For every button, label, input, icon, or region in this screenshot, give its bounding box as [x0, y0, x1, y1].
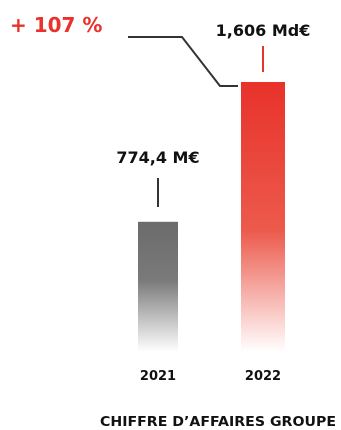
bars-group: [138, 82, 285, 352]
bar-2021: [138, 221, 178, 352]
bar-2022: [241, 82, 285, 352]
data-label-2022: 1,606 Md€: [216, 21, 311, 40]
growth-connector: [128, 36, 238, 87]
growth-label: + 107 %: [10, 13, 102, 37]
tick-label-2021: 2021: [140, 369, 176, 384]
data-label-2021: 774,4 M€: [116, 148, 199, 167]
tick-label-2022: 2022: [245, 369, 281, 384]
chart-title: CHIFFRE D’AFFAIRES GROUPE: [100, 415, 336, 430]
